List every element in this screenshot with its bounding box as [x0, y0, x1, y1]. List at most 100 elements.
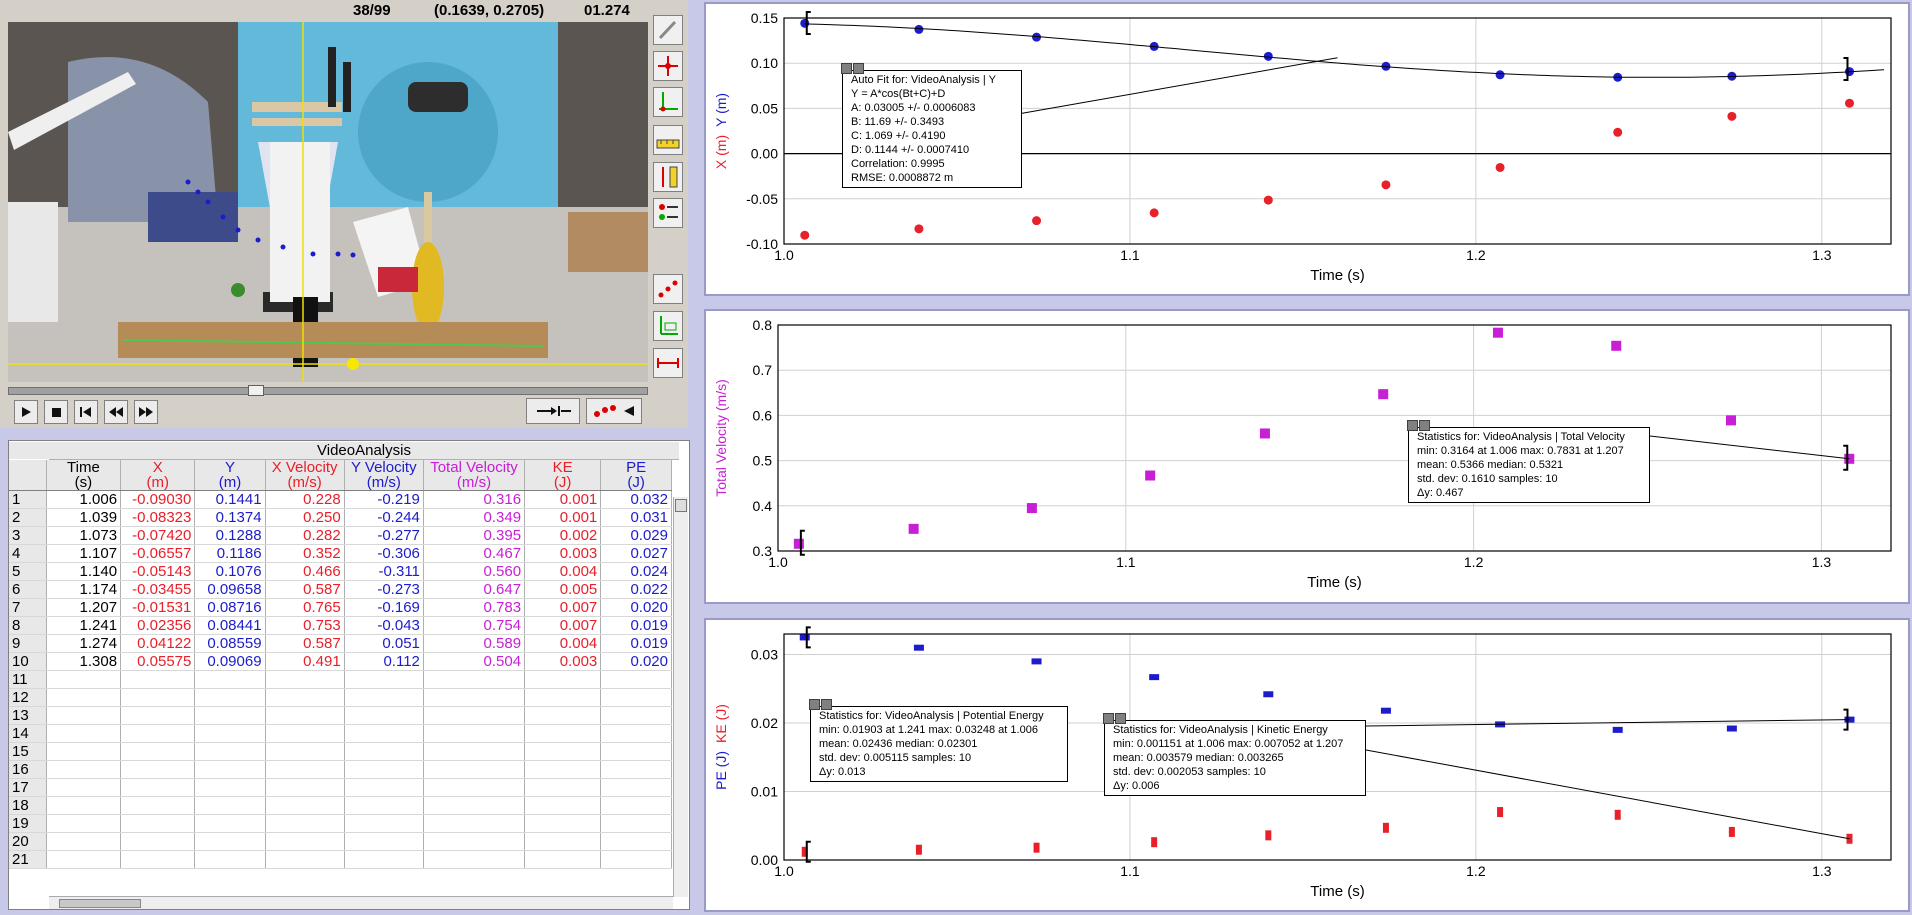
table-cell[interactable] [344, 670, 424, 689]
table-cell[interactable] [265, 670, 345, 689]
table-cell[interactable] [524, 670, 602, 689]
table-cell[interactable] [194, 760, 266, 779]
table-cell[interactable]: 1.140 [46, 562, 122, 581]
table-cell[interactable]: 1.039 [46, 508, 122, 527]
table-cell[interactable]: 0.466 [265, 562, 345, 581]
table-row[interactable]: 20 [9, 832, 672, 851]
table-cell[interactable] [600, 796, 672, 815]
table-cell[interactable]: 1.174 [46, 580, 122, 599]
table-cell[interactable] [46, 742, 122, 761]
table-cell[interactable]: 0.587 [265, 580, 345, 599]
popup-options-icon[interactable] [821, 699, 832, 710]
table-row[interactable]: 19 [9, 814, 672, 833]
table-cell[interactable] [194, 814, 266, 833]
table-row[interactable]: 18 [9, 796, 672, 815]
horizontal-scrollbar[interactable] [49, 896, 673, 909]
step-forward-icon[interactable] [134, 400, 158, 424]
table-row[interactable]: 14 [9, 724, 672, 743]
table-cell[interactable] [120, 850, 196, 869]
table-cell[interactable] [46, 850, 122, 869]
table-cell[interactable]: 0.005 [524, 580, 602, 599]
table-cell[interactable] [423, 832, 526, 851]
set-origin-icon[interactable] [653, 87, 683, 117]
table-cell[interactable] [194, 706, 266, 725]
table-cell[interactable]: 0.001 [524, 508, 602, 527]
table-cell[interactable] [120, 724, 196, 743]
data-table[interactable]: Time (s) X (m) Y (m) X Velocity (m/s) Y Velocity… [9, 460, 672, 869]
double-scale-icon[interactable] [653, 162, 683, 192]
table-cell[interactable]: 0.019 [600, 634, 672, 653]
column-header[interactable]: PE (J) [600, 460, 672, 491]
table-cell[interactable]: 0.491 [265, 652, 345, 671]
table-cell[interactable] [423, 850, 526, 869]
table-cell[interactable] [194, 796, 266, 815]
table-row[interactable]: 11 [9, 670, 672, 689]
table-cell[interactable] [600, 724, 672, 743]
table-cell[interactable] [423, 778, 526, 797]
table-cell[interactable] [524, 724, 602, 743]
table-cell[interactable] [265, 850, 345, 869]
table-cell[interactable] [265, 742, 345, 761]
table-row[interactable]: 10 1.308 0.05575 0.09069 0.491 0.112 0.504 0.00… [9, 652, 672, 671]
potential-energy-stats-popup[interactable]: Statistics for: VideoAnalysis | Potentia… [809, 699, 1068, 782]
table-cell[interactable] [423, 796, 526, 815]
table-cell[interactable]: 0.02356 [120, 616, 196, 635]
table-cell[interactable]: 0.032 [600, 490, 672, 509]
table-cell[interactable] [265, 778, 345, 797]
table-cell[interactable] [423, 742, 526, 761]
table-cell[interactable] [120, 670, 196, 689]
table-row[interactable]: 12 [9, 688, 672, 707]
table-cell[interactable] [120, 778, 196, 797]
table-cell[interactable] [600, 850, 672, 869]
table-cell[interactable] [194, 724, 266, 743]
table-cell[interactable] [423, 688, 526, 707]
table-cell[interactable] [524, 706, 602, 725]
table-cell[interactable] [423, 670, 526, 689]
column-header[interactable]: Time (s) [46, 460, 122, 491]
table-cell[interactable]: 0.001 [524, 490, 602, 509]
add-point-icon[interactable] [653, 51, 683, 81]
table-cell[interactable] [344, 706, 424, 725]
table-cell[interactable] [194, 688, 266, 707]
graph-total-velocity[interactable]: 1.0 1.1 1.2 1.3 0.3 0.4 0.5 0.6 0.7 0.8 Time (s) To… [704, 309, 1910, 604]
table-cell[interactable]: 0.007 [524, 598, 602, 617]
table-cell[interactable] [600, 832, 672, 851]
table-cell[interactable]: 0.1076 [194, 562, 266, 581]
table-cell[interactable] [524, 688, 602, 707]
show-points-icon[interactable] [653, 274, 683, 304]
popup-options-icon[interactable] [1419, 420, 1430, 431]
table-row[interactable]: 13 [9, 706, 672, 725]
auto-fit-popup[interactable]: Auto Fit for: VideoAnalysis | Y Y = A*co… [841, 63, 1022, 188]
table-cell[interactable]: 0.020 [600, 598, 672, 617]
table-cell[interactable]: 0.08441 [194, 616, 266, 635]
table-cell[interactable] [423, 724, 526, 743]
table-cell[interactable] [524, 832, 602, 851]
table-cell[interactable]: 1.107 [46, 544, 122, 563]
table-cell[interactable]: 0.004 [524, 634, 602, 653]
total-velocity-stats-popup[interactable]: Statistics for: VideoAnalysis | Total Ve… [1407, 420, 1650, 503]
table-row[interactable]: 5 1.140 -0.05143 0.1076 0.466 -0.311 0.560 0.00… [9, 562, 672, 581]
table-cell[interactable] [194, 670, 266, 689]
table-cell[interactable]: 0.031 [600, 508, 672, 527]
table-cell[interactable]: 0.019 [600, 616, 672, 635]
table-cell[interactable] [46, 796, 122, 815]
table-cell[interactable]: 0.395 [423, 526, 526, 545]
table-cell[interactable] [423, 706, 526, 725]
table-cell[interactable]: 0.587 [265, 634, 345, 653]
table-cell[interactable] [423, 814, 526, 833]
table-cell[interactable]: -0.273 [344, 580, 424, 599]
table-cell[interactable]: -0.03455 [120, 580, 196, 599]
popup-options-icon[interactable] [1115, 713, 1126, 724]
table-cell[interactable]: 0.560 [423, 562, 526, 581]
table-cell[interactable]: -0.09030 [120, 490, 196, 509]
table-cell[interactable]: 0.004 [524, 562, 602, 581]
table-cell[interactable] [120, 832, 196, 851]
table-cell[interactable]: -0.306 [344, 544, 424, 563]
show-axes-icon[interactable] [653, 311, 683, 341]
table-cell[interactable] [46, 814, 122, 833]
table-cell[interactable]: 0.316 [423, 490, 526, 509]
table-cell[interactable]: 0.022 [600, 580, 672, 599]
table-cell[interactable] [46, 724, 122, 743]
rewind-to-start-icon[interactable] [74, 400, 98, 424]
step-back-icon[interactable] [104, 400, 128, 424]
